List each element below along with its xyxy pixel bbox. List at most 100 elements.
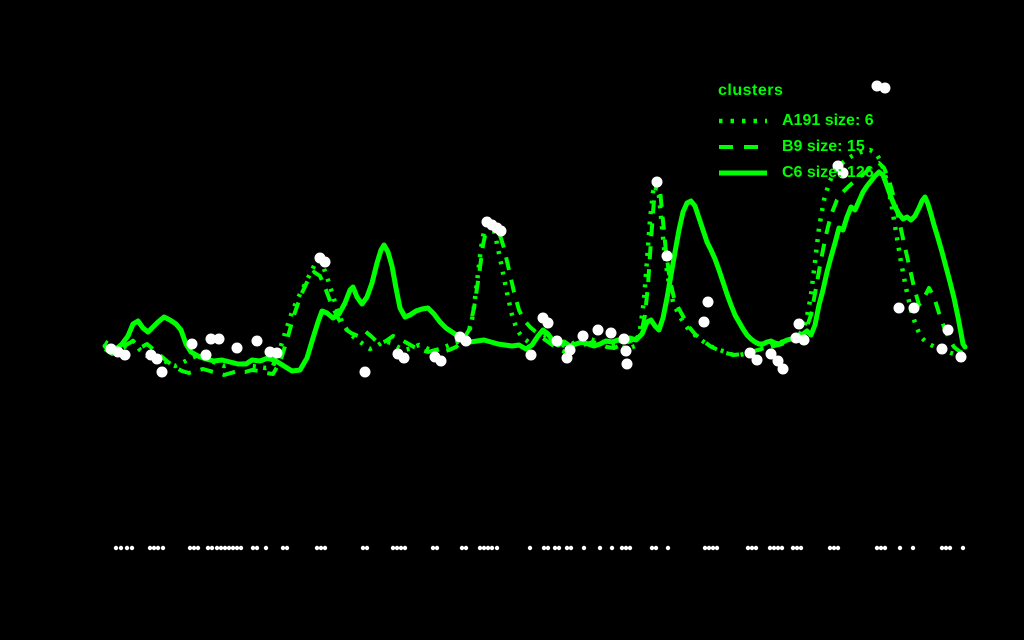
data-point: [618, 333, 630, 345]
data-point: [213, 333, 225, 345]
x-axis-dot-mark: [745, 545, 751, 551]
x-axis-dot-mark: [798, 545, 804, 551]
data-point: [772, 355, 784, 367]
data-point: [205, 333, 217, 345]
x-axis-dot-mark: [214, 545, 220, 551]
series-line-b9: [103, 161, 964, 377]
x-axis-dot-mark: [113, 545, 119, 551]
x-axis-dot-mark: [527, 545, 533, 551]
data-point: [359, 366, 371, 378]
x-axis-dot-mark: [402, 545, 408, 551]
x-axis-dot-mark: [234, 545, 240, 551]
x-axis-dot-mark: [794, 545, 800, 551]
x-axis-dot-mark: [882, 545, 888, 551]
x-axis-dot-mark: [556, 545, 562, 551]
x-axis-dot-mark: [205, 545, 211, 551]
x-axis-dot-mark: [831, 545, 837, 551]
x-axis-dot-mark: [897, 545, 903, 551]
data-point: [200, 349, 212, 361]
solid-line-key-icon: [719, 170, 767, 176]
x-axis-dot-mark: [459, 545, 465, 551]
x-axis-dot-mark: [627, 545, 633, 551]
data-point: [398, 352, 410, 364]
data-point: [651, 176, 663, 188]
x-axis-dot-mark: [191, 545, 197, 551]
x-axis-dot-mark: [124, 545, 130, 551]
x-axis-dot-mark: [263, 545, 269, 551]
x-axis-dot-mark: [878, 545, 884, 551]
x-axis-dot-mark: [218, 545, 224, 551]
data-point: [893, 302, 905, 314]
x-axis-dot-mark: [581, 545, 587, 551]
x-axis-dot-mark: [360, 545, 366, 551]
data-point: [156, 366, 168, 378]
x-axis-dot-mark: [222, 545, 228, 551]
data-point: [908, 302, 920, 314]
dotted-line-key-icon: [719, 118, 767, 124]
x-axis-dot-mark: [314, 545, 320, 551]
data-point: [765, 348, 777, 360]
legend-title: clusters: [718, 82, 784, 99]
data-point: [879, 82, 891, 94]
data-point: [151, 353, 163, 365]
legend-label-a191: A191 size: 6: [782, 112, 874, 129]
data-point: [621, 358, 633, 370]
data-point: [525, 349, 537, 361]
x-axis-dot-mark: [609, 545, 615, 551]
data-point: [620, 345, 632, 357]
x-axis-dot-mark: [118, 545, 124, 551]
x-axis-dot-mark: [434, 545, 440, 551]
x-axis-dot-mark: [775, 545, 781, 551]
x-axis-dot-mark: [753, 545, 759, 551]
data-point: [251, 335, 263, 347]
x-axis-dot-mark: [568, 545, 574, 551]
x-axis-dot-mark: [545, 545, 551, 551]
x-axis-dot-mark: [398, 545, 404, 551]
x-axis-dot-mark: [767, 545, 773, 551]
x-axis-dot-mark: [129, 545, 135, 551]
x-axis-dot-mark: [485, 545, 491, 551]
x-axis-dot-mark: [835, 545, 841, 551]
legend-label-b9: B9 size: 15: [782, 138, 865, 155]
x-axis-dot-mark: [364, 545, 370, 551]
x-axis-dot-mark: [552, 545, 558, 551]
x-axis-dot-mark: [226, 545, 232, 551]
x-axis-dot-mark: [151, 545, 157, 551]
data-point: [955, 351, 967, 363]
x-axis-dot-mark: [749, 545, 755, 551]
x-axis-dot-mark: [874, 545, 880, 551]
data-point: [936, 343, 948, 355]
x-axis-dot-mark: [147, 545, 153, 551]
x-axis-dot-mark: [623, 545, 629, 551]
x-axis-dot-mark: [960, 545, 966, 551]
data-point: [460, 335, 472, 347]
scatter-points: [105, 80, 967, 378]
data-point: [751, 354, 763, 366]
x-axis-dot-mark: [318, 545, 324, 551]
x-axis-dot-mark: [155, 545, 161, 551]
data-point: [592, 324, 604, 336]
data-point: [798, 334, 810, 346]
data-point: [271, 347, 283, 359]
x-axis-dot-mark: [714, 545, 720, 551]
data-point: [542, 317, 554, 329]
x-axis-dot-mark: [489, 545, 495, 551]
dashed-line-key-icon: [719, 145, 767, 149]
x-axis-dot-mark: [939, 545, 945, 551]
x-axis-dot-mark: [463, 545, 469, 551]
data-point: [119, 349, 131, 361]
data-point: [561, 352, 573, 364]
data-point: [661, 250, 673, 262]
data-point: [495, 225, 507, 237]
legend: clusters A191 size: 6 B9 size: 15 C6 siz…: [718, 82, 874, 186]
x-axis-dot-mark: [477, 545, 483, 551]
data-point: [702, 296, 714, 308]
x-axis-dot-mark: [702, 545, 708, 551]
x-axis-dot-mark: [195, 545, 201, 551]
x-axis-dot-mark: [238, 545, 244, 551]
data-point: [231, 342, 243, 354]
x-axis-dot-mark: [827, 545, 833, 551]
x-axis-dot-mark: [390, 545, 396, 551]
data-point: [186, 338, 198, 350]
